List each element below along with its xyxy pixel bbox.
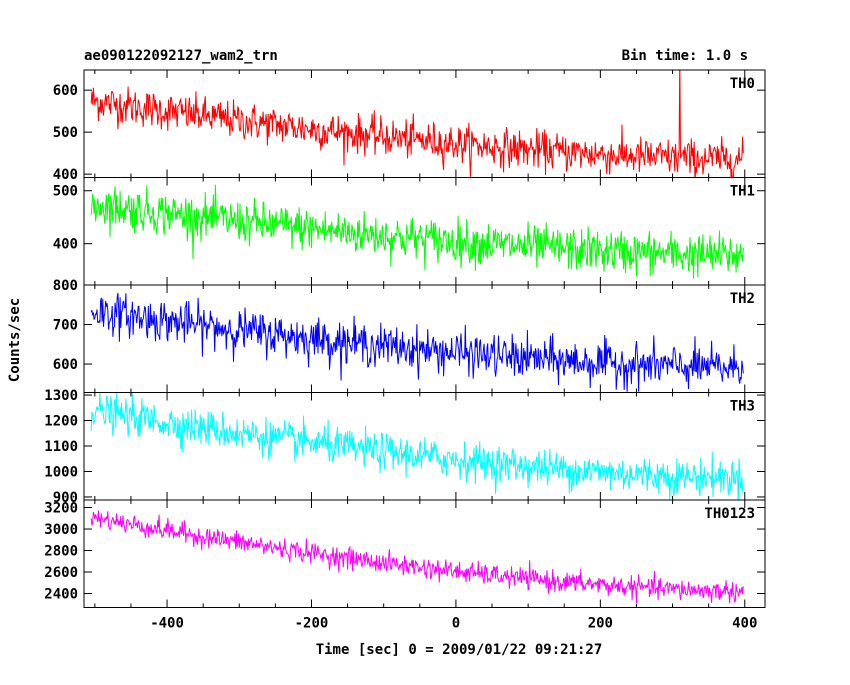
plot-title: ae090122092127_wam2_trn bbox=[84, 48, 278, 64]
y-tick-label: 600 bbox=[53, 83, 78, 99]
panel-th3: 900 1000 1100 1200 1300 TH3 bbox=[44, 388, 766, 506]
panel-label: TH0123 bbox=[704, 506, 755, 522]
series-th1 bbox=[90, 184, 744, 279]
y-tick-label: 700 bbox=[53, 318, 78, 334]
y-tick-label: 500 bbox=[53, 184, 78, 200]
panel-th0: 400 500 600 TH0 bbox=[53, 69, 766, 183]
y-tick-label: 3000 bbox=[44, 522, 78, 538]
series-th2 bbox=[90, 292, 744, 392]
y-tick-label: 1000 bbox=[44, 464, 78, 480]
y-tick-label: 400 bbox=[53, 167, 78, 183]
x-tick-label: 400 bbox=[732, 616, 757, 632]
x-tick-label: -200 bbox=[295, 616, 329, 632]
x-tick-label: -400 bbox=[150, 616, 184, 632]
y-tick-label: 500 bbox=[53, 125, 78, 141]
panel-label: TH0 bbox=[730, 76, 755, 92]
series-th0 bbox=[90, 70, 744, 178]
y-tick-label: 1100 bbox=[44, 439, 78, 455]
panel-frame bbox=[83, 499, 766, 608]
y-tick-label: 800 bbox=[53, 278, 78, 294]
y-tick-label: 2800 bbox=[44, 544, 78, 560]
y-tick-label: 2600 bbox=[44, 565, 78, 581]
y-axis-label: Counts/sec bbox=[7, 298, 23, 382]
x-axis-label: Time [sec] 0 = 2009/01/22 09:21:27 bbox=[316, 642, 603, 658]
y-tick-label: 1300 bbox=[44, 388, 78, 404]
y-tick-label: 1200 bbox=[44, 414, 78, 430]
y-tick-label: 2400 bbox=[44, 587, 78, 603]
panel-frame bbox=[83, 69, 766, 178]
panel-label: TH1 bbox=[730, 184, 755, 200]
panel-th0123: 2400 2600 2800 3000 3200 TH0123 bbox=[44, 499, 766, 608]
y-tick-label: 400 bbox=[53, 237, 78, 253]
series-th3 bbox=[90, 392, 744, 500]
panel-th2: 600 700 800 TH2 bbox=[53, 278, 766, 393]
x-tick-label: 0 bbox=[452, 616, 460, 632]
panel-frame bbox=[83, 284, 766, 393]
y-tick-label: 600 bbox=[53, 357, 78, 373]
y-tick-label: 900 bbox=[53, 490, 78, 506]
panel-label: TH3 bbox=[730, 399, 755, 415]
panel-label: TH2 bbox=[730, 291, 755, 307]
x-tick-label: 200 bbox=[588, 616, 613, 632]
panel-th1: 400 500 TH1 bbox=[53, 177, 766, 286]
bin-time-label: Bin time: 1.0 s bbox=[622, 48, 748, 64]
series-th0123 bbox=[90, 510, 744, 604]
y-tick-label: 3200 bbox=[44, 501, 78, 517]
